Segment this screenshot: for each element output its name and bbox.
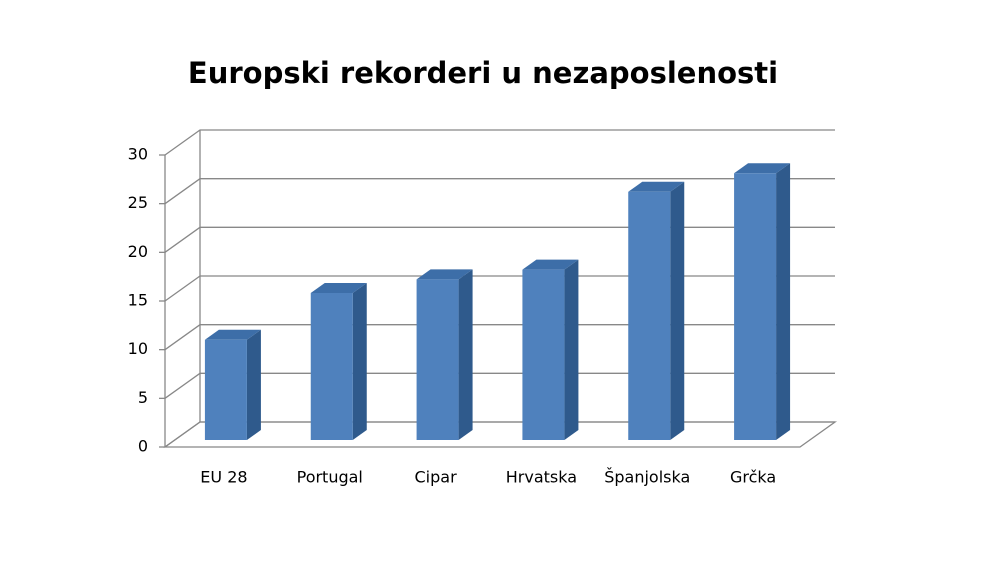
- bar-top: [416, 269, 473, 280]
- grid-line: [164, 324, 835, 351]
- grid-line: [164, 275, 835, 302]
- bar-side: [458, 269, 473, 440]
- grid-line: [164, 178, 835, 205]
- bar: [204, 329, 261, 440]
- y-tick-label: 10: [128, 339, 148, 358]
- bar-top: [734, 163, 791, 174]
- grid-line: [164, 226, 835, 253]
- grid-line: [164, 372, 835, 399]
- grid-line: [164, 421, 835, 448]
- bar-side: [776, 163, 791, 440]
- bar: [734, 163, 791, 440]
- y-tick-label: 25: [128, 193, 148, 212]
- bar-front: [204, 339, 247, 440]
- x-tick-label: Portugal: [297, 468, 363, 487]
- bar-top: [628, 181, 685, 192]
- bar-top: [522, 259, 579, 270]
- y-tick-label: 15: [128, 291, 148, 310]
- bar-front: [628, 191, 671, 440]
- bar: [310, 283, 367, 440]
- x-tick-label: Hrvatska: [506, 468, 577, 487]
- x-tick-label: Cipar: [415, 468, 458, 487]
- x-tick-label: Španjolska: [604, 468, 690, 487]
- bar-side: [352, 283, 367, 440]
- bar-front: [310, 293, 353, 440]
- bar-side: [564, 259, 579, 440]
- bar-side: [670, 181, 685, 441]
- bar-front: [522, 269, 565, 440]
- bar-front: [416, 279, 459, 440]
- y-tick-label: 20: [128, 242, 148, 261]
- y-tick-label: 0: [138, 437, 148, 456]
- chart-title: Europski rekorderi u nezaposlenosti: [188, 56, 778, 90]
- bar: [628, 181, 685, 441]
- y-tick-label: 30: [128, 145, 148, 164]
- x-tick-label: Grčka: [730, 468, 776, 487]
- y-tick-label: 5: [138, 388, 148, 407]
- bar-side: [246, 329, 261, 440]
- grid-line: [164, 129, 835, 156]
- bar: [416, 269, 473, 440]
- x-tick-label: EU 28: [200, 468, 247, 487]
- bar: [522, 259, 579, 440]
- bar-top: [204, 329, 261, 340]
- bar-top: [310, 283, 367, 294]
- bar-front: [734, 173, 777, 440]
